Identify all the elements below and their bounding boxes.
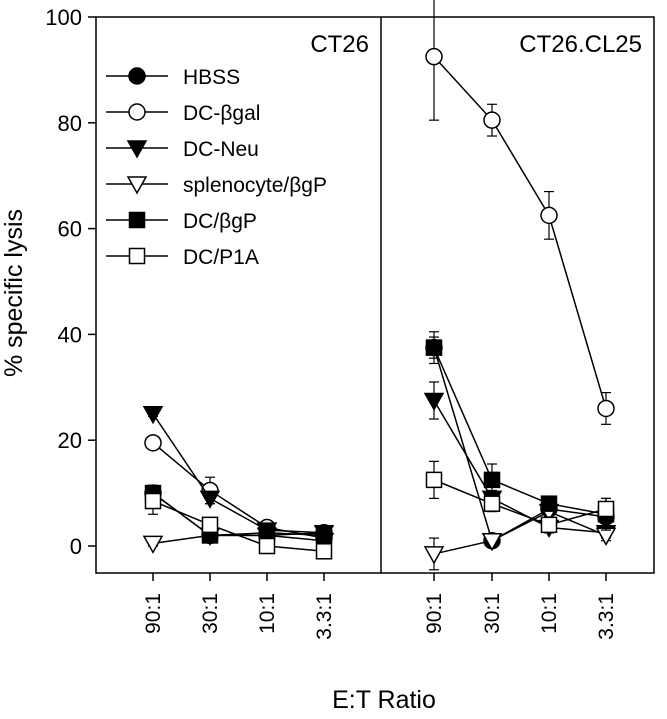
x-tick-label: 30:1 <box>481 593 504 634</box>
x-tick-label: 10:1 <box>256 593 279 634</box>
panel-title: CT26 <box>310 31 369 58</box>
legend: HBSS DC-βgal DC-Neu splenocyte/βgP DC/βgP DC/… <box>106 66 327 269</box>
x-tick-label: 30:1 <box>199 593 222 634</box>
data-point <box>423 392 445 412</box>
y-tick-label: 20 <box>58 428 82 453</box>
data-point <box>144 492 162 510</box>
series-line <box>152 500 325 553</box>
legend-item-dc-neu: DC-Neu <box>106 138 259 161</box>
series-dc-gal-panel-1 <box>144 434 333 547</box>
data-point <box>483 495 501 512</box>
data-point <box>425 471 443 489</box>
x-tick-label: 90:1 <box>423 593 446 634</box>
series-hbss-panel-2 <box>425 336 615 550</box>
y-tick-label: 100 <box>45 5 82 30</box>
legend-item-splenocyte-gp: splenocyte/βgP <box>106 174 327 197</box>
data-point <box>540 516 558 534</box>
legend-item-dc-gal: DC-βgal <box>106 102 260 125</box>
panel-title: CT26.CL25 <box>519 31 642 58</box>
y-tick-label: 60 <box>58 217 82 242</box>
data-point <box>483 471 501 489</box>
legend-marker <box>128 211 146 229</box>
legend-label: splenocyte/βgP <box>183 174 327 197</box>
series-line <box>433 479 607 526</box>
x-tick-label: 3.3:1 <box>313 593 336 640</box>
legend-item-hbss: HBSS <box>106 66 240 89</box>
legend-label: DC-βgal <box>183 102 260 125</box>
data-point <box>199 490 221 509</box>
x-tick-label: 3.3:1 <box>595 593 618 640</box>
series-line <box>152 492 325 537</box>
data-point <box>483 111 501 129</box>
series-line <box>433 347 607 515</box>
legend-label: HBSS <box>183 66 240 89</box>
data-point <box>540 206 558 225</box>
plot-border <box>95 16 655 574</box>
plot-frame <box>95 16 655 574</box>
legend-label: DC/βgP <box>183 210 257 233</box>
series-dc-gal-panel-2 <box>425 0 615 425</box>
series-line <box>433 510 607 555</box>
y-axis: 0 20 40 60 80 100 <box>45 5 96 559</box>
data-point <box>142 406 164 425</box>
series-dc-p1a-panel-2 <box>425 460 615 534</box>
data-point <box>258 537 276 555</box>
data-point <box>595 527 617 546</box>
series-line <box>152 442 325 539</box>
series-dc-gp-panel-2 <box>425 331 615 531</box>
data-point <box>540 495 558 512</box>
x-tick-label: 90:1 <box>142 593 165 634</box>
x-axis-label: E:T Ratio <box>332 686 436 714</box>
y-tick-label: 0 <box>70 534 82 559</box>
data-point <box>425 339 443 356</box>
panel-titles: CT26 CT26.CL25 <box>310 31 642 58</box>
y-tick-label: 80 <box>58 111 82 136</box>
legend-marker <box>128 247 146 265</box>
legend-item-dc-p1a: DC/P1A <box>106 246 259 269</box>
series-layer <box>142 0 617 571</box>
legend-label: DC-Neu <box>183 138 259 161</box>
data-point <box>201 516 219 534</box>
data-point <box>481 532 503 552</box>
data-point <box>315 527 333 544</box>
y-tick-label: 40 <box>58 322 82 347</box>
data-point <box>144 434 162 452</box>
series-line <box>433 400 607 534</box>
legend-marker <box>128 103 146 121</box>
data-point <box>597 500 615 518</box>
data-point <box>425 47 443 66</box>
series-line <box>152 413 325 534</box>
legend-marker <box>128 67 146 85</box>
x-tick-label: 10:1 <box>538 593 561 634</box>
data-point <box>423 546 445 565</box>
data-point <box>315 543 333 560</box>
series-dc-neu-panel-1 <box>142 406 335 544</box>
series-line <box>433 56 607 409</box>
data-point <box>142 535 164 554</box>
data-point <box>597 399 615 418</box>
series-line <box>152 534 325 545</box>
legend-item-dc-gp: DC/βgP <box>106 210 257 233</box>
legend-label: DC/P1A <box>183 246 259 269</box>
x-axis: 90:1 30:1 10:1 3.3:1 90:1 30:1 10:1 3.3:1 <box>142 573 618 640</box>
series-dc-p1a-panel-1 <box>144 487 333 560</box>
series-line <box>433 347 607 542</box>
legend-marker <box>126 176 148 195</box>
legend-marker <box>126 140 148 159</box>
series-dc-neu-panel-2 <box>423 381 617 544</box>
y-axis-label: % specific lysis <box>0 209 28 377</box>
